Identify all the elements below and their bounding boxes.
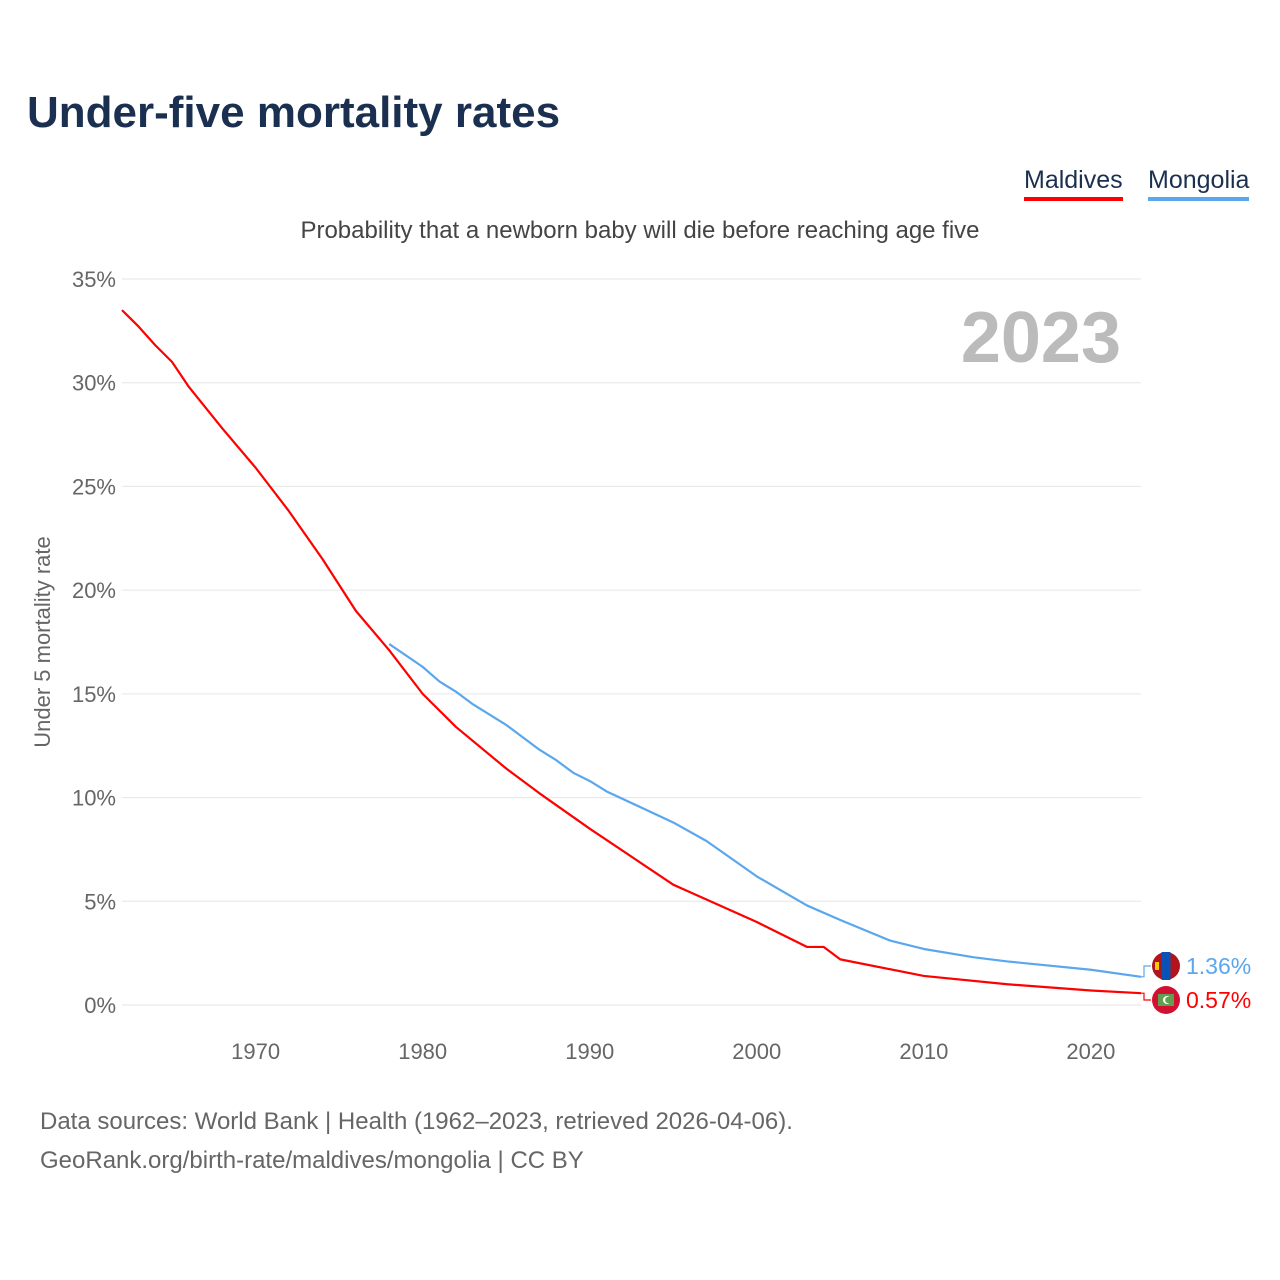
x-tick-label: 1990 bbox=[565, 1039, 614, 1064]
x-tick-label: 1970 bbox=[231, 1039, 280, 1064]
legend-mongolia[interactable]: Mongolia bbox=[1148, 166, 1250, 201]
chart-title: Under-five mortality rates bbox=[27, 88, 561, 137]
mongolia-flag-stripe bbox=[1161, 952, 1171, 980]
y-tick-label: 35% bbox=[72, 267, 116, 292]
series-line-maldives bbox=[121, 309, 1142, 995]
year-label: 2023 bbox=[961, 298, 1121, 378]
mongolia-soyombo-icon bbox=[1155, 962, 1159, 970]
end-value-label-maldives: 0.57% bbox=[1186, 987, 1251, 1013]
y-tick-label: 25% bbox=[72, 474, 116, 499]
x-tick-label: 2000 bbox=[732, 1039, 781, 1064]
y-tick-label: 20% bbox=[72, 578, 116, 603]
maldives-crescent-cut bbox=[1165, 996, 1172, 1004]
y-tick-label: 30% bbox=[72, 371, 116, 396]
end-value-label-mongolia: 1.36% bbox=[1186, 953, 1251, 979]
x-tick-label: 2020 bbox=[1066, 1039, 1115, 1064]
x-tick-label: 1980 bbox=[398, 1039, 447, 1064]
y-tick-label: 10% bbox=[72, 786, 116, 811]
y-tick-label: 15% bbox=[72, 682, 116, 707]
x-tick-label: 2010 bbox=[899, 1039, 948, 1064]
y-axis-label: Under 5 mortality rate bbox=[30, 536, 55, 748]
connector-line bbox=[1141, 992, 1151, 1001]
source-line-1: Data sources: World Bank | Health (1962–… bbox=[40, 1108, 793, 1135]
connector-line bbox=[1141, 965, 1151, 978]
legend-maldives[interactable]: Maldives bbox=[1024, 166, 1123, 201]
chart-subtitle: Probability that a newborn baby will die… bbox=[300, 217, 980, 244]
source-line-2[interactable]: GeoRank.org/birth-rate/maldives/mongolia… bbox=[40, 1147, 584, 1174]
y-tick-label: 0% bbox=[84, 993, 116, 1018]
series-line-mongolia bbox=[388, 643, 1142, 978]
y-tick-label: 5% bbox=[84, 889, 116, 914]
